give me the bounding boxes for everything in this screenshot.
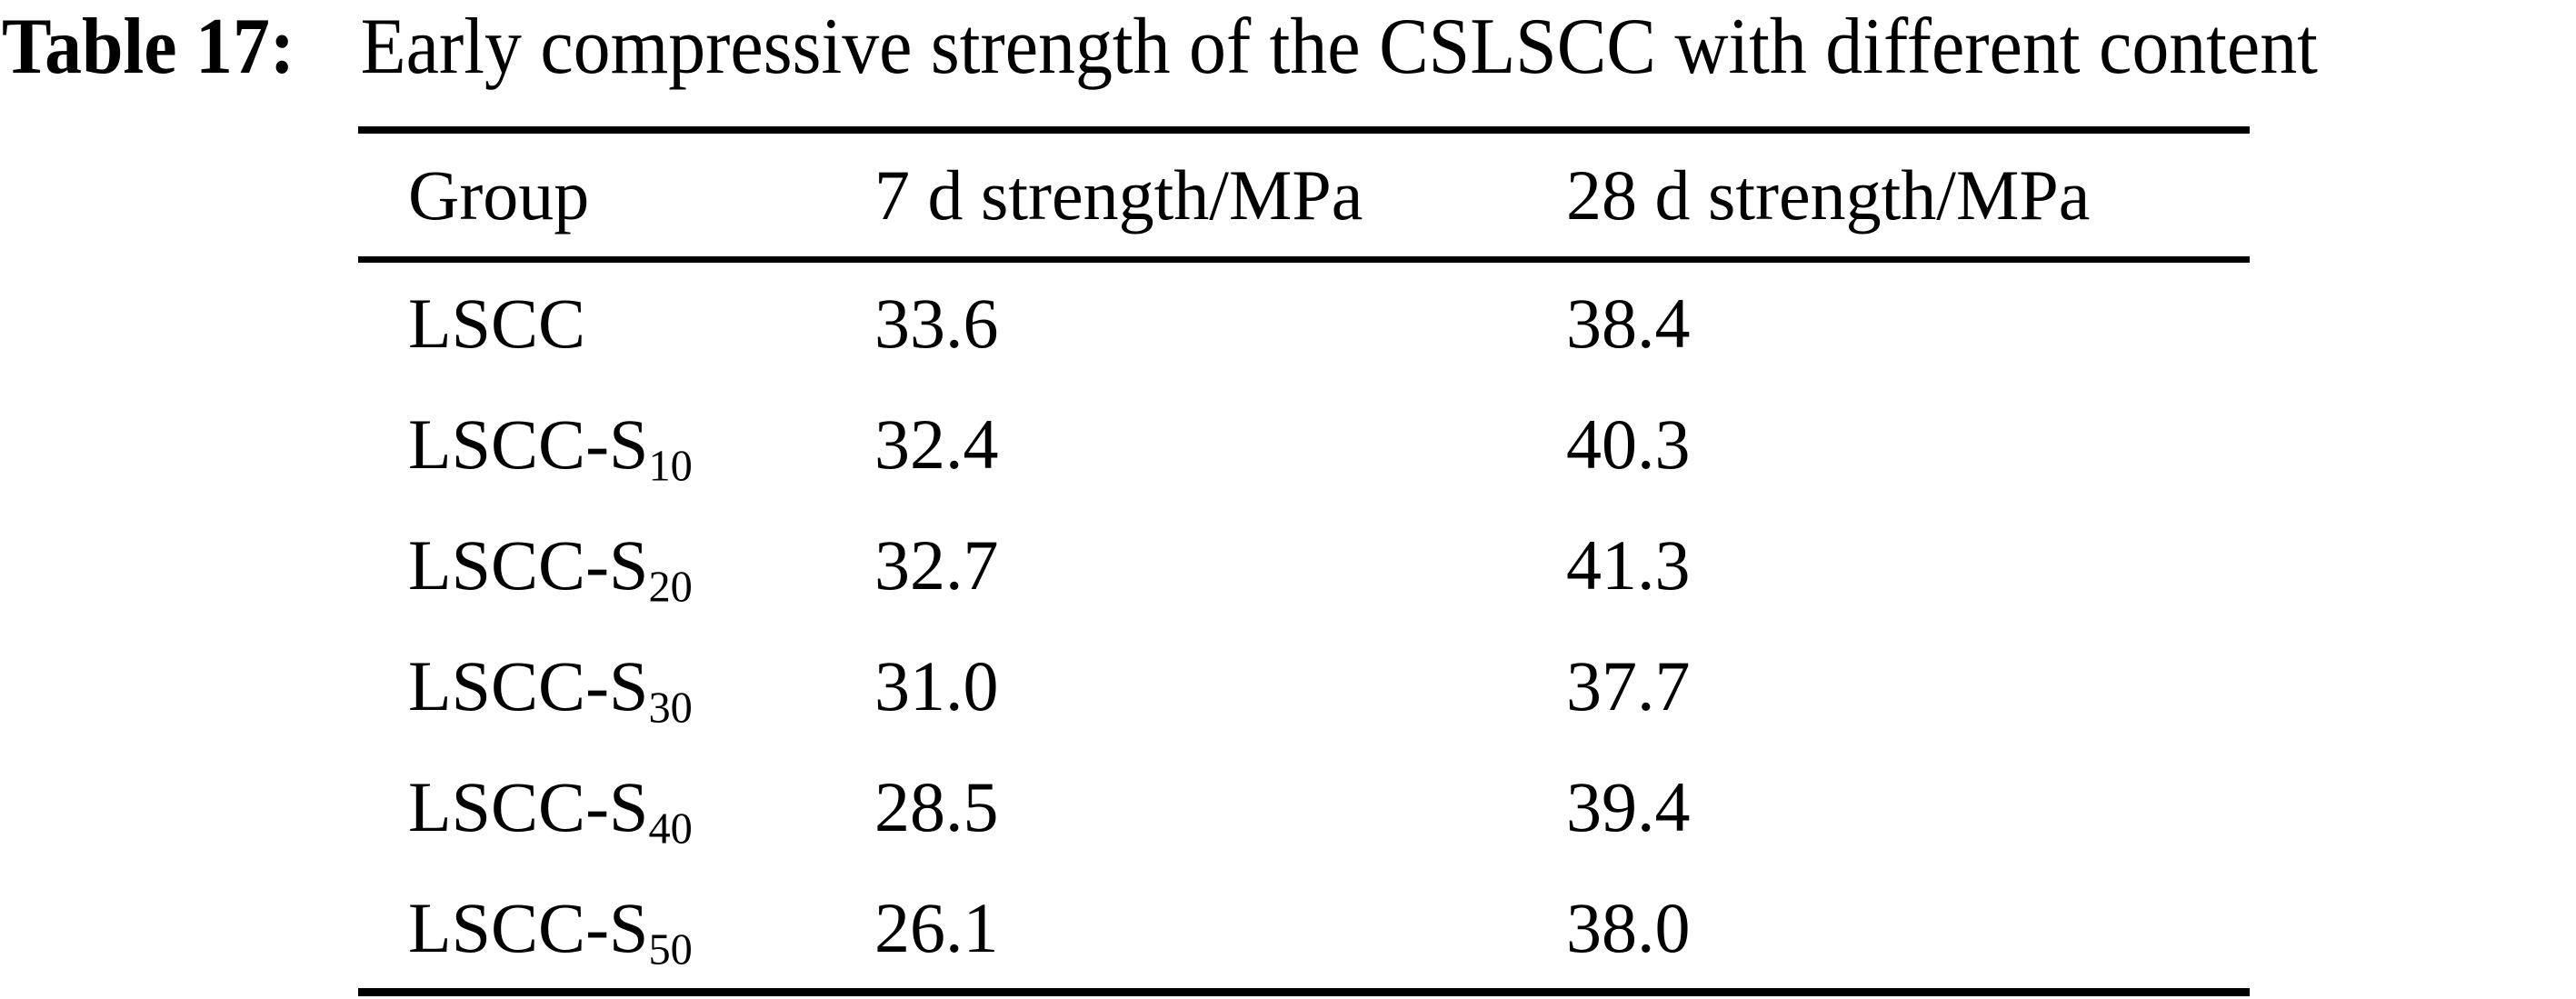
- table-caption: Table 17: Early compressive strength of t…: [2, 0, 2318, 98]
- table-header: Group 7 d strength/MPa 28 d strength/MPa: [358, 130, 2250, 263]
- table-caption-text: Early compressive strength of the CSLSCC…: [360, 3, 2318, 91]
- group-subscript: 40: [648, 804, 693, 854]
- table-row: LSCC 33.6 38.4: [358, 260, 2250, 385]
- group-cell: LSCC: [408, 283, 586, 363]
- strength-7d-cell: 31.0: [874, 645, 999, 725]
- group-subscript: 30: [648, 684, 693, 733]
- group-cell: LSCC-S50: [408, 887, 693, 974]
- column-header-7d-strength: 7 d strength/MPa: [874, 130, 1566, 263]
- table-row: LSCC-S10 32.4 40.3: [358, 384, 2250, 504]
- table-caption-label: Table 17:: [2, 3, 295, 91]
- group-cell: LSCC-S20: [408, 524, 693, 612]
- table-row: LSCC-S50 26.1 38.0: [358, 867, 2250, 993]
- header-row: Group 7 d strength/MPa 28 d strength/MPa: [358, 130, 2250, 263]
- table-body: LSCC 33.6 38.4 LSCC-S10 32.4 40.3 LSCC-S20 32.7…: [358, 260, 2250, 993]
- strength-7d-cell: 32.7: [874, 524, 999, 604]
- group-subscript: 10: [648, 442, 693, 491]
- strength-28d-cell: 39.4: [1566, 766, 1691, 846]
- group-cell: LSCC-S40: [408, 766, 693, 854]
- strength-28d-cell: 38.4: [1566, 283, 1691, 363]
- strength-7d-cell: 26.1: [874, 887, 999, 967]
- table-row: LSCC-S40 28.5 39.4: [358, 746, 2250, 867]
- strength-28d-cell: 40.3: [1566, 404, 1691, 484]
- group-cell: LSCC-S30: [408, 645, 693, 733]
- table-row: LSCC-S20 32.7 41.3: [358, 504, 2250, 625]
- strength-28d-cell: 37.7: [1566, 645, 1691, 725]
- column-header-28d-strength: 28 d strength/MPa: [1566, 130, 2250, 263]
- table-row: LSCC-S30 31.0 37.7: [358, 625, 2250, 746]
- strength-table: Group 7 d strength/MPa 28 d strength/MPa…: [358, 126, 2250, 996]
- strength-7d-cell: 33.6: [874, 283, 999, 363]
- column-header-group: Group: [358, 130, 874, 263]
- strength-28d-cell: 41.3: [1566, 524, 1691, 604]
- strength-28d-cell: 38.0: [1566, 887, 1691, 967]
- group-subscript: 50: [648, 925, 693, 974]
- group-cell: LSCC-S10: [408, 404, 693, 491]
- strength-7d-cell: 28.5: [874, 766, 999, 846]
- group-subscript: 20: [648, 563, 693, 612]
- strength-7d-cell: 32.4: [874, 404, 999, 484]
